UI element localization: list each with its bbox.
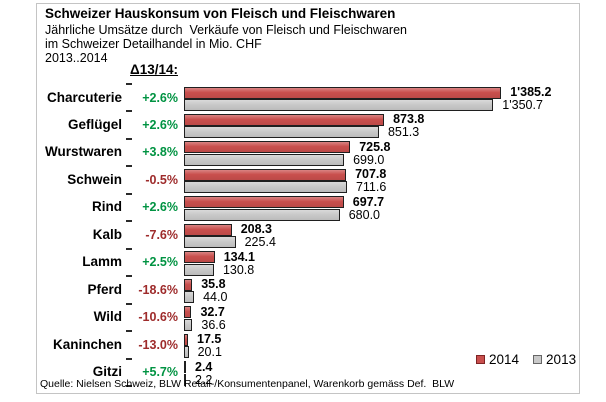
bar-2014 <box>184 223 232 236</box>
value-label-2014: 35.8 <box>201 277 226 292</box>
value-label-2013: 851.3 <box>387 125 420 140</box>
value-label-2014: 32.7 <box>200 304 225 319</box>
category-label: Geflügel <box>67 116 122 132</box>
value-label-2013: 711.6 <box>355 180 387 195</box>
value-label-2013: 20.1 <box>197 345 222 360</box>
legend-swatch-2014-icon <box>476 355 485 364</box>
category-axis-tick <box>126 275 132 278</box>
category-label: Charcuterie <box>46 89 122 105</box>
category-label: Wild <box>93 309 122 325</box>
value-label-2013: 44.0 <box>203 290 228 305</box>
bar-2013 <box>184 208 340 221</box>
bar-2013 <box>184 346 189 359</box>
legend-item-2013: 2013 <box>533 352 576 367</box>
bar-2013 <box>184 236 236 249</box>
value-label-2014: 2.4 <box>195 359 213 374</box>
value-label-2013: 2.2 <box>195 372 213 387</box>
chart-title: Schweizer Hauskonsum von Fleisch und Fle… <box>45 6 396 21</box>
category-label: Gitzi <box>92 364 122 379</box>
category-axis-tick <box>126 83 132 85</box>
delta-value: -10.6% <box>138 310 178 325</box>
value-label-2013: 130.8 <box>222 262 255 277</box>
legend-label-2013: 2013 <box>546 352 577 367</box>
bar-2014 <box>184 113 385 126</box>
category-axis-tick <box>126 110 132 113</box>
chart-subtitle-years: 2013..2014 <box>45 51 108 65</box>
category-label: Schwein <box>67 171 122 187</box>
bar-2014 <box>184 141 351 154</box>
bar-2013 <box>184 99 494 111</box>
value-label-2014: 134.1 <box>223 249 255 264</box>
legend-label-2014: 2014 <box>489 352 520 367</box>
value-label-2013: 1'350.7 <box>502 98 543 112</box>
delta-value: +2.6% <box>142 117 178 132</box>
value-label-2013: 699.0 <box>353 152 385 167</box>
value-label-2014: 17.5 <box>197 332 222 347</box>
bar-2014 <box>184 196 344 209</box>
value-label-2014: 208.3 <box>240 222 272 237</box>
category-axis-tick <box>126 165 132 168</box>
bar-2014 <box>184 278 193 291</box>
chart-subtitle-line2: im Schweizer Detailhandel in Mio. CHF <box>45 37 262 51</box>
delta-value: +5.7% <box>142 365 178 379</box>
legend: 2014 2013 <box>476 352 576 367</box>
bar-2014 <box>184 306 192 319</box>
value-label-2013: 680.0 <box>348 207 380 222</box>
bar-2013 <box>184 318 193 331</box>
bar-2014 <box>184 333 188 346</box>
category-axis-tick <box>126 220 132 223</box>
category-axis-tick <box>126 137 132 140</box>
category-axis-tick <box>126 357 132 360</box>
value-label-2014: 873.8 <box>393 112 425 127</box>
value-label-2013: 36.6 <box>201 317 226 332</box>
legend-item-2014: 2014 <box>476 352 519 367</box>
bar-2013 <box>184 181 347 194</box>
category-axis-tick <box>126 330 132 333</box>
bar-2013 <box>184 126 379 139</box>
category-axis-tick <box>126 302 132 305</box>
category-axis-tick <box>126 247 132 250</box>
bar-2014 <box>184 361 186 373</box>
bar-2013 <box>184 291 195 304</box>
category-label: Lamm <box>82 254 122 270</box>
category-label: Pferd <box>87 281 122 297</box>
value-label-2014: 707.8 <box>355 167 387 182</box>
category-label: Kalb <box>92 226 122 242</box>
delta-column-header: Δ13/14: <box>130 62 178 77</box>
legend-swatch-2013-icon <box>533 355 543 364</box>
category-axis-tick <box>126 384 132 387</box>
bar-2013 <box>184 373 186 386</box>
category-label: Rind <box>92 199 122 215</box>
bar-2013 <box>184 263 214 276</box>
delta-value: +2.5% <box>142 255 178 270</box>
source-note: Quelle: Nielsen Schweiz, BLW Retail-/Kon… <box>40 378 455 390</box>
value-label-2014: 697.7 <box>352 194 385 209</box>
bar-2014 <box>184 251 215 264</box>
delta-value: -0.5% <box>145 172 178 187</box>
bar-2013 <box>184 153 345 166</box>
delta-value: +3.8% <box>142 145 178 160</box>
category-label: Wurstwaren <box>44 144 122 160</box>
delta-value: -13.0% <box>138 337 178 352</box>
bar-2014 <box>184 168 347 181</box>
category-axis-tick <box>126 192 132 195</box>
value-label-2013: 225.4 <box>244 235 276 250</box>
category-label: Kaninchen <box>52 336 122 352</box>
bar-2014 <box>184 86 502 99</box>
value-label-2014: 1'385.2 <box>510 85 552 99</box>
delta-value: +2.6% <box>142 200 178 215</box>
chart-subtitle-line1: Jährliche Umsätze durch Verkäufe von Fle… <box>45 23 407 37</box>
value-label-2014: 725.8 <box>359 139 391 154</box>
delta-value: -7.6% <box>145 227 178 242</box>
delta-value: +2.6% <box>142 90 178 105</box>
delta-value: -18.6% <box>138 282 178 297</box>
